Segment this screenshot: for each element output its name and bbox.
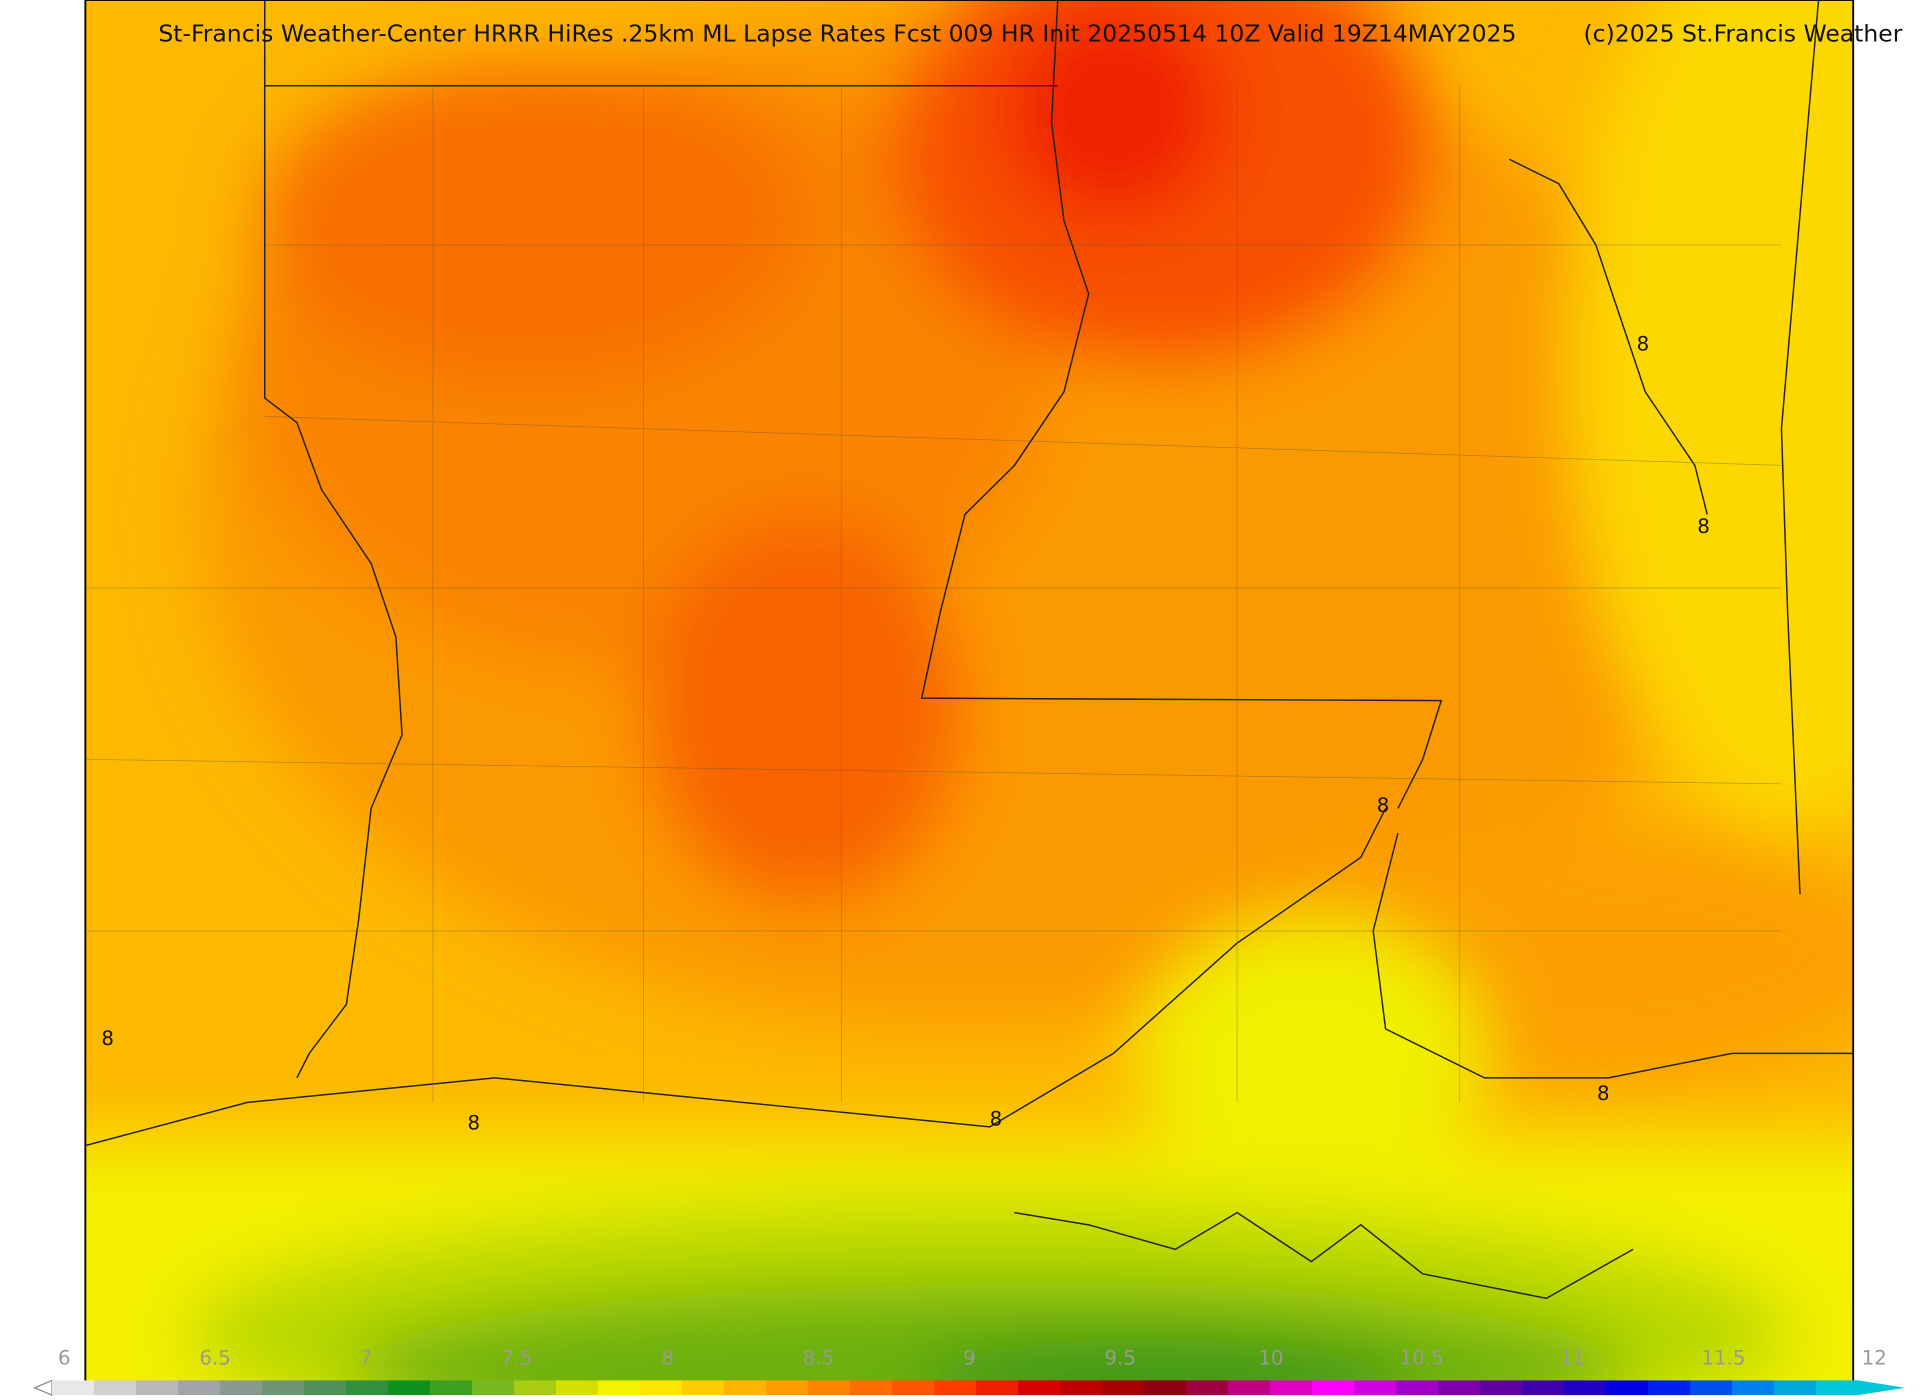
- colorbar-arrow-left: [33, 1379, 53, 1397]
- colorbar-segment: [1564, 1380, 1607, 1396]
- colorbar-tick-label: 6: [58, 1347, 71, 1370]
- colorbar-segment: [1816, 1380, 1859, 1396]
- colorbar-segment: [1060, 1380, 1103, 1396]
- colorbar-tick-label: 9: [963, 1347, 976, 1370]
- colorbar-segment: [303, 1380, 347, 1396]
- colorbar-tick-label: 11.5: [1701, 1347, 1745, 1370]
- colorbar-tick-label: 7.5: [501, 1347, 532, 1370]
- colorbar-tick-label: 8: [661, 1347, 674, 1370]
- colorbar-segment: [1690, 1380, 1733, 1396]
- map-title: St-Francis Weather-Center HRRR HiRes .25…: [158, 20, 1516, 48]
- colorbar-segment: [1732, 1380, 1775, 1396]
- colorbar-segment: [51, 1380, 95, 1396]
- colorbar-tick-label: 8.5: [803, 1347, 834, 1370]
- colorbar-tick-label: 10.5: [1400, 1347, 1444, 1370]
- colorbar-segment: [1606, 1380, 1649, 1396]
- colorbar-segment: [93, 1380, 137, 1396]
- colorbar-tick-label: 10: [1258, 1347, 1283, 1370]
- colorbar-segment: [219, 1380, 263, 1396]
- colorbar-segment: [1018, 1380, 1061, 1396]
- contour-label: 8: [101, 1027, 114, 1050]
- colorbar-arrow-right: [1858, 1380, 1906, 1396]
- colorbar-segment: [808, 1380, 851, 1396]
- colorbar-segment: [1396, 1380, 1439, 1396]
- colorbar-tick-label: 12: [1862, 1347, 1887, 1370]
- colorbar-segment: [261, 1380, 305, 1396]
- contour-label: 8: [1697, 515, 1710, 538]
- colorbar-segment: [1270, 1380, 1313, 1396]
- colorbar-segment: [1228, 1380, 1271, 1396]
- colorbar-segment: [135, 1380, 179, 1396]
- contour-label: 8: [1597, 1082, 1610, 1105]
- credit: (c)2025 St.Francis Weather: [1584, 20, 1903, 48]
- colorbar-segment: [556, 1380, 599, 1396]
- colorbar-segment: [724, 1380, 767, 1396]
- contour-label: 8: [468, 1111, 481, 1134]
- colorbar-segment: [640, 1380, 683, 1396]
- colorbar-tick-label: 7: [360, 1347, 373, 1370]
- colorbar-tick-label: 9.5: [1104, 1347, 1135, 1370]
- colorbar-segment: [850, 1380, 893, 1396]
- colorbar-segment: [1144, 1380, 1187, 1396]
- colorbar-segment: [1774, 1380, 1817, 1396]
- contour-label: 8: [1637, 332, 1650, 355]
- colorbar-segment: [766, 1380, 809, 1396]
- colorbar: 6 6.5 7 7.5 8 8.5 9 9.5 10 10.5 11 11.5 12: [33, 1347, 1906, 1397]
- colorbar-segment: [514, 1380, 557, 1396]
- contour-label: 8: [1377, 794, 1390, 817]
- contour-label: 8: [990, 1108, 1003, 1131]
- colorbar-segment: [1522, 1380, 1565, 1396]
- colorbar-segment: [1438, 1380, 1481, 1396]
- colorbar-segment: [682, 1380, 725, 1396]
- colorbar-segment: [345, 1380, 389, 1396]
- colorbar-segment: [892, 1380, 935, 1396]
- colorbar-segment: [472, 1380, 515, 1396]
- colorbar-segment: [387, 1380, 431, 1396]
- colorbar-segment: [1186, 1380, 1229, 1396]
- colorbar-segment: [1312, 1380, 1355, 1396]
- colorbar-segment: [429, 1380, 473, 1396]
- colorbar-segment: [1480, 1380, 1523, 1396]
- colorbar-segment: [976, 1380, 1019, 1396]
- colorbar-segment: [1354, 1380, 1397, 1396]
- colorbar-segment: [1102, 1380, 1145, 1396]
- county-lines: [86, 85, 1782, 1103]
- colorbar-segment: [598, 1380, 641, 1396]
- colorbar-segment: [1648, 1380, 1691, 1396]
- colorbar-segment: [177, 1380, 221, 1396]
- contour-labels: 8 8 8 8 8 8 8: [101, 332, 1709, 1134]
- colorbar-segment: [934, 1380, 977, 1396]
- colorbar-tick-label: 6.5: [199, 1347, 230, 1370]
- colorbar-tick-label: 11: [1560, 1347, 1585, 1370]
